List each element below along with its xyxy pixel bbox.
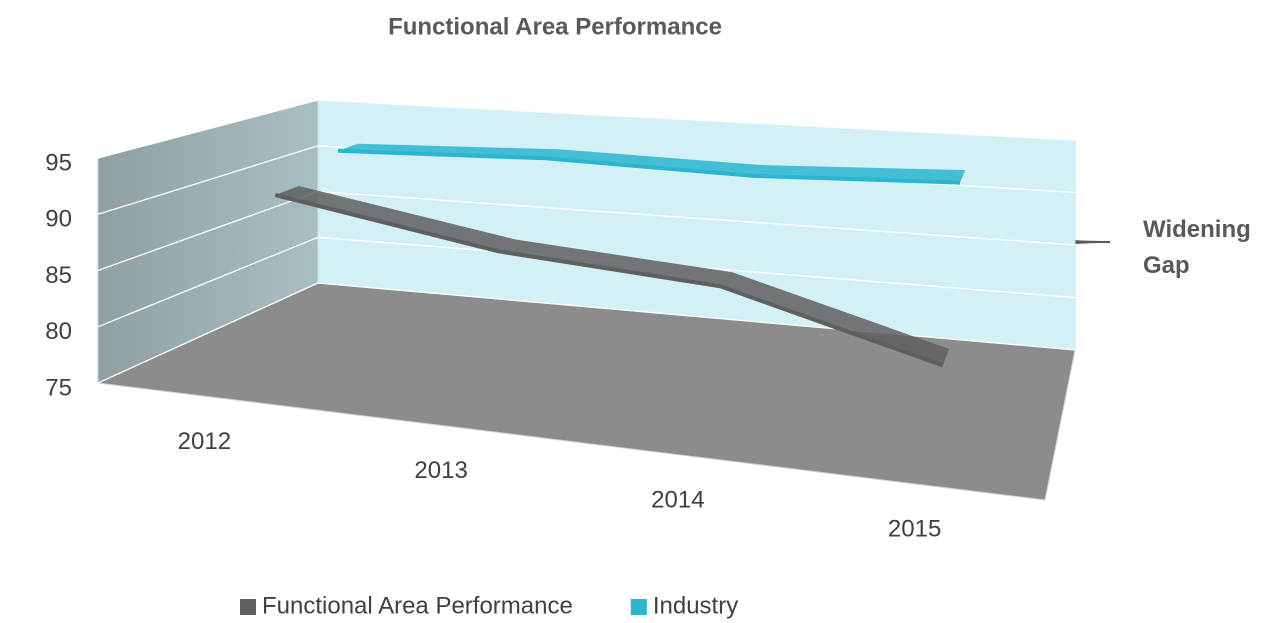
y-tick-label: 80 <box>45 318 72 345</box>
y-tick-label: 85 <box>45 262 72 289</box>
ribbon <box>338 143 966 183</box>
grid-line <box>97 236 1076 328</box>
x-tick-label: 2015 <box>888 516 941 543</box>
grid-line <box>97 282 1076 384</box>
ribbon <box>275 186 950 366</box>
series-line <box>274 193 944 368</box>
legend-label: Functional Area Performance <box>262 592 573 619</box>
y-tick-label: 90 <box>45 206 72 233</box>
chart-title: Functional Area Performance <box>388 13 722 40</box>
x-tick-label: 2013 <box>414 457 467 484</box>
annotation: Widening Gap <box>1143 216 1251 279</box>
y-tick-label: 95 <box>45 149 72 176</box>
legend-swatch <box>630 599 647 615</box>
series-line <box>338 148 961 185</box>
grid-line <box>97 99 1076 159</box>
legend-swatch <box>240 599 256 615</box>
x-tick-label: 2012 <box>178 428 231 455</box>
y-tick-label: 75 <box>45 374 72 401</box>
legend-label: Industry <box>653 592 738 619</box>
x-tick-label: 2014 <box>651 486 704 513</box>
